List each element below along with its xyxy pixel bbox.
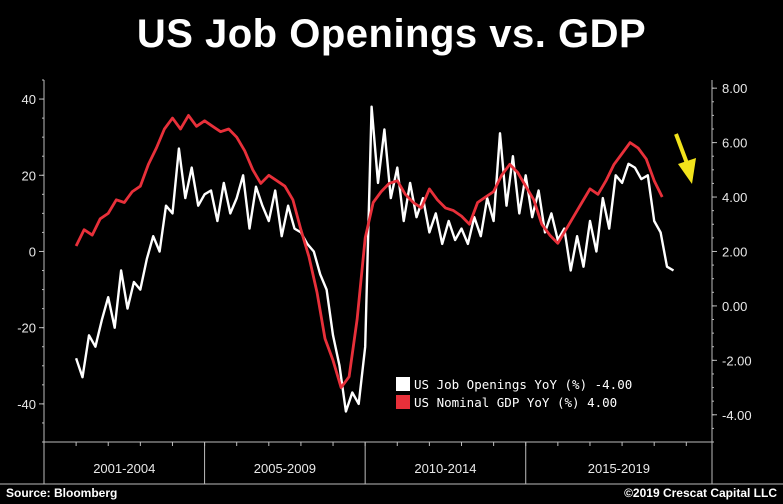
left-tick-label: 0 bbox=[29, 244, 36, 259]
right-tick-label: 0.00 bbox=[722, 299, 747, 314]
right-axis-ticks: 8.00 6.00 4.00 2.00 0.00 -2.00 -4.00 bbox=[712, 81, 752, 443]
legend: US Job Openings YoY (%) -4.00 US Nominal… bbox=[390, 372, 632, 414]
legend-swatch-gdp bbox=[396, 395, 410, 409]
source-label: Source: Bloomberg bbox=[6, 486, 118, 500]
right-tick-label: 2.00 bbox=[722, 244, 747, 259]
left-tick-label: 40 bbox=[22, 92, 36, 107]
legend-background bbox=[390, 372, 629, 414]
chart-title: US Job Openings vs. GDP bbox=[136, 12, 647, 56]
left-tick-label: -40 bbox=[17, 397, 36, 412]
left-tick-label: -20 bbox=[17, 321, 36, 336]
arrow-head bbox=[678, 158, 696, 184]
x-category-label: 2001-2004 bbox=[93, 461, 155, 476]
right-tick-label: 4.00 bbox=[722, 190, 747, 205]
right-tick-label: -4.00 bbox=[722, 408, 752, 423]
x-category-label: 2010-2014 bbox=[414, 461, 476, 476]
right-tick-label: 8.00 bbox=[722, 81, 747, 96]
x-category-label: 2015-2019 bbox=[588, 461, 650, 476]
series-line-job-openings bbox=[74, 105, 675, 413]
legend-label-openings: US Job Openings YoY (%) -4.00 bbox=[414, 377, 632, 392]
axes bbox=[0, 80, 783, 485]
copyright-label: ©2019 Crescat Capital LLC bbox=[624, 486, 777, 500]
left-axis-ticks: 40 20 0 -20 -40 bbox=[17, 79, 44, 443]
arrow-shaft bbox=[674, 133, 690, 167]
right-tick-label: -2.00 bbox=[722, 353, 752, 368]
series-line-nominal-gdp bbox=[74, 114, 664, 390]
left-tick-label: 20 bbox=[22, 168, 36, 183]
down-arrow-annotation bbox=[674, 133, 696, 184]
legend-label-gdp: US Nominal GDP YoY (%) 4.00 bbox=[414, 395, 617, 410]
series-layer bbox=[74, 105, 675, 413]
legend-swatch-openings bbox=[396, 377, 410, 391]
right-tick-label: 6.00 bbox=[722, 136, 747, 151]
x-category-label: 2005-2009 bbox=[254, 461, 316, 476]
x-axis-categories: 2001-2004 2005-2009 2010-2014 2015-2019 bbox=[43, 442, 713, 484]
